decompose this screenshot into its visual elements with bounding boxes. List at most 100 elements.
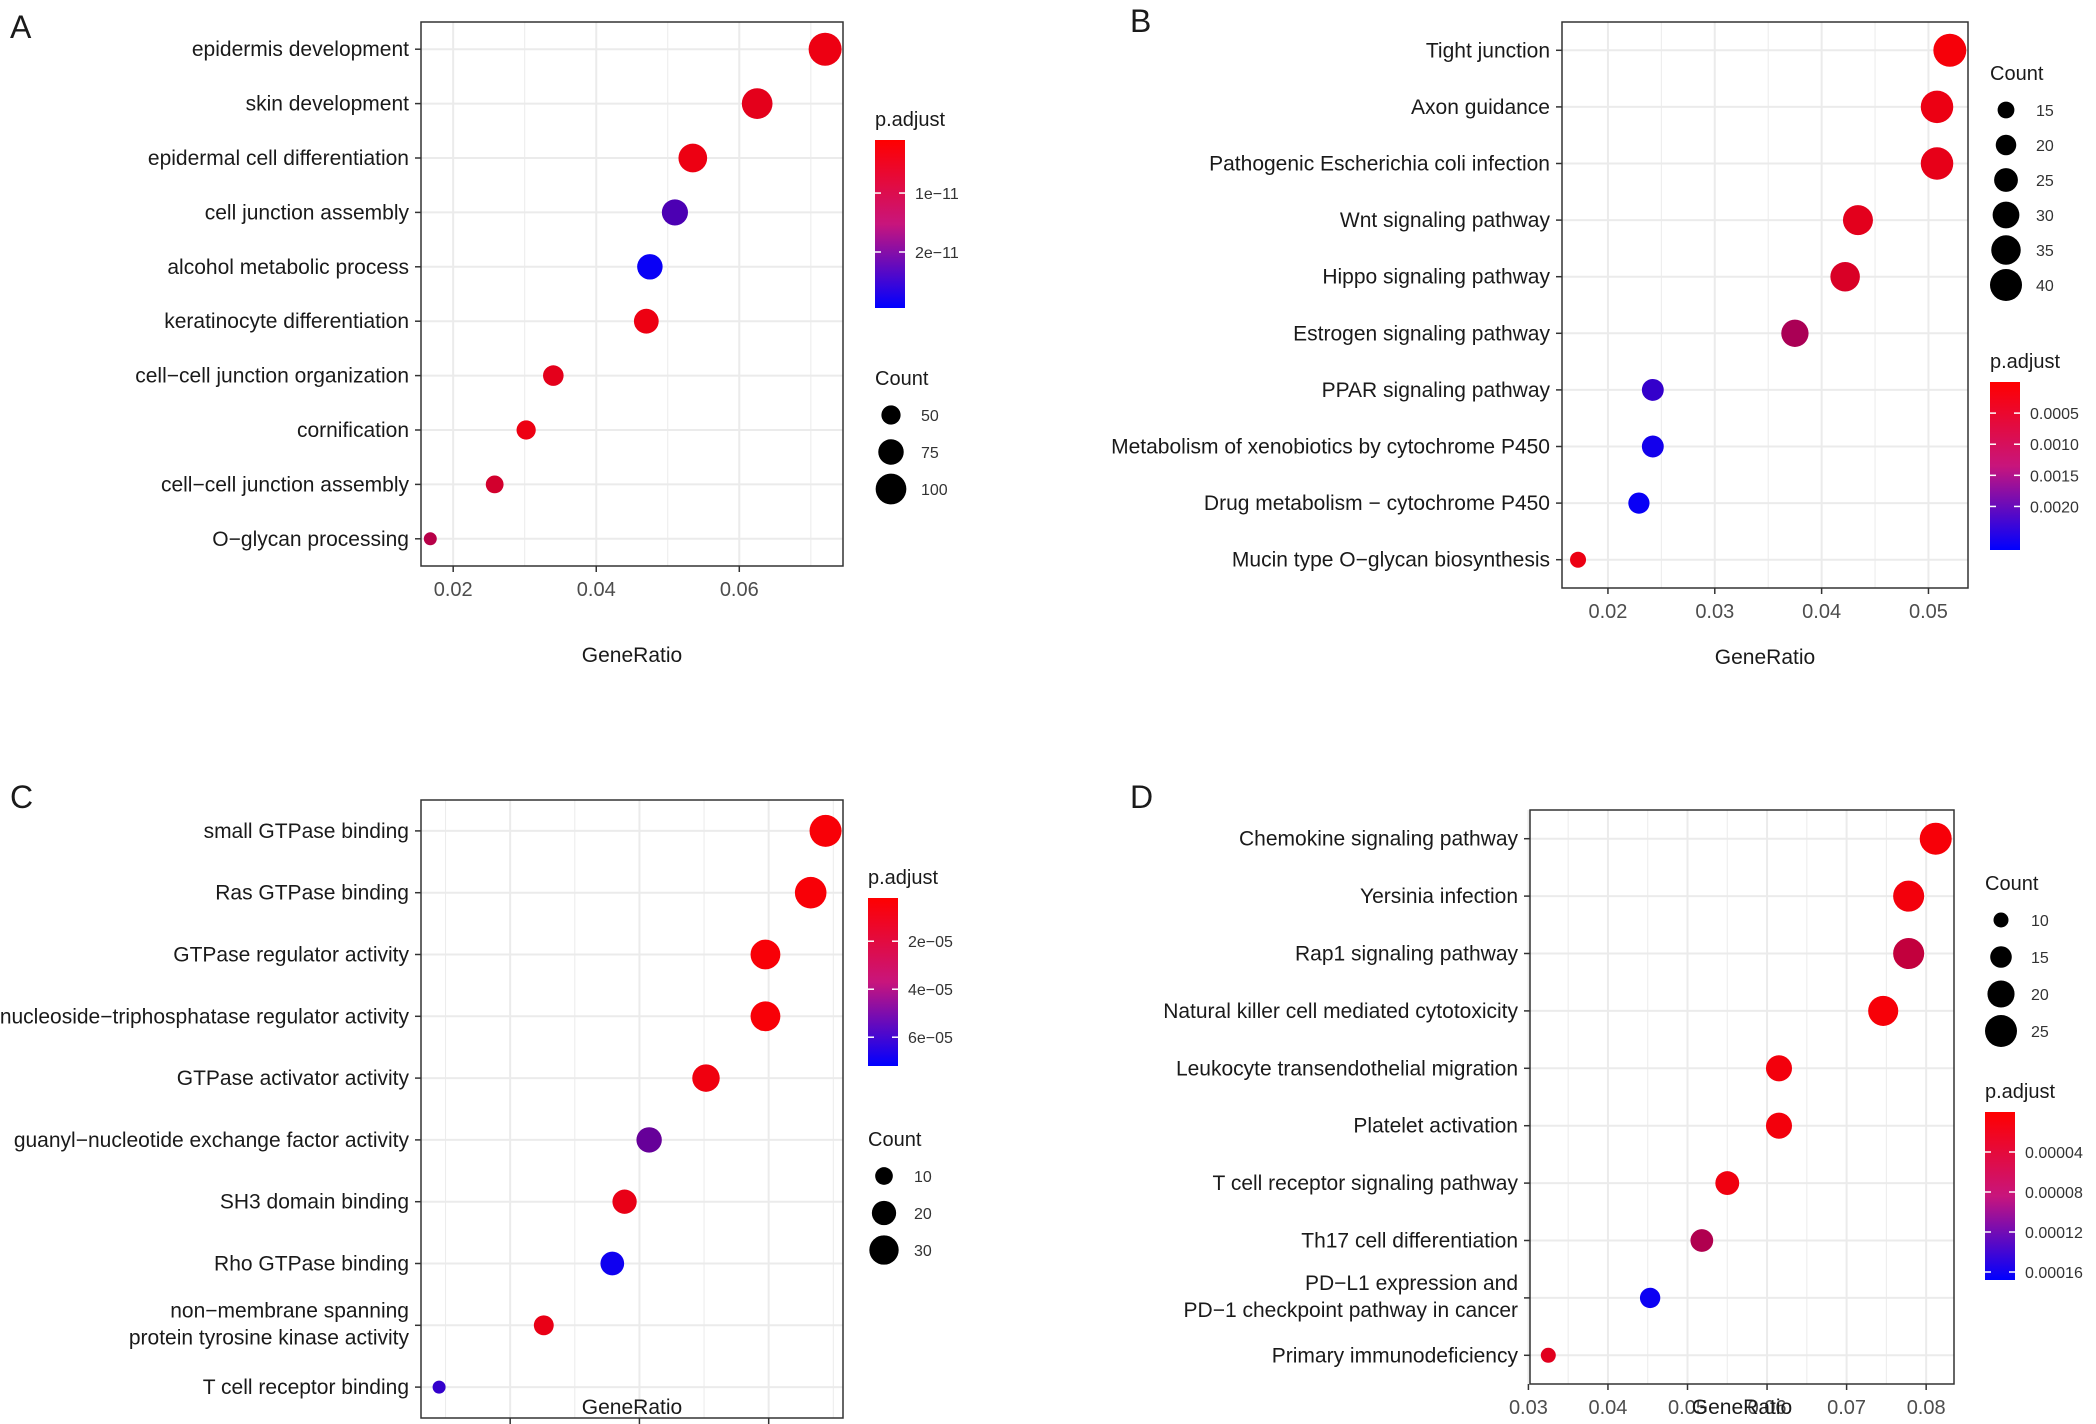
- y-tick-label: alcohol metabolic process: [167, 256, 409, 279]
- color-legend-title: p.adjust: [875, 109, 945, 131]
- color-legend-bar: [868, 898, 898, 1066]
- size-legend-key: [878, 439, 904, 465]
- y-tick-label: Yersinia infection: [1360, 885, 1518, 908]
- data-point: [1842, 205, 1873, 236]
- size-legend-label: 40: [2036, 278, 2054, 295]
- data-point: [612, 1189, 637, 1214]
- data-point: [794, 876, 827, 909]
- color-legend-title: p.adjust: [1985, 1081, 2055, 1103]
- y-tick-label: Chemokine signaling pathway: [1239, 828, 1518, 851]
- data-point: [1893, 880, 1925, 912]
- data-point: [1920, 147, 1954, 180]
- panel-label: D: [1130, 779, 1153, 815]
- size-legend-label: 20: [2031, 987, 2049, 1004]
- data-point: [485, 475, 504, 494]
- size-legend-label: 15: [2031, 950, 2049, 967]
- size-legend-label: 10: [2031, 913, 2049, 930]
- size-legend-label: 25: [2031, 1024, 2049, 1041]
- x-tick-label: 0.08: [1907, 1397, 1946, 1419]
- data-point: [808, 32, 842, 66]
- color-legend-tick-label: 2e−11: [915, 245, 959, 262]
- color-legend-tick-label: 2e−05: [908, 934, 953, 951]
- size-legend-title: Count: [868, 1129, 922, 1151]
- size-legend-key: [1990, 946, 2012, 968]
- y-tick-label: Natural killer cell mediated cytotoxicit…: [1163, 1000, 1518, 1023]
- y-tick-label: Hippo signaling pathway: [1322, 266, 1550, 289]
- y-tick-label: cell−cell junction assembly: [161, 473, 410, 496]
- y-tick-label: Ras GTPase binding: [215, 882, 409, 905]
- y-tick-label: Leukocyte transendothelial migration: [1176, 1057, 1518, 1080]
- color-legend-title: p.adjust: [868, 867, 938, 889]
- size-legend-label: 100: [921, 482, 948, 499]
- y-tick-label-line: protein tyrosine kinase activity: [129, 1326, 410, 1349]
- data-point: [1919, 822, 1952, 855]
- size-legend-label: 20: [914, 1206, 932, 1223]
- data-point: [1628, 492, 1650, 514]
- x-tick-label: 0.06: [1748, 1397, 1787, 1419]
- y-tick-label: epidermal cell differentiation: [148, 147, 409, 170]
- data-point: [1933, 33, 1967, 67]
- color-legend: p.adjust 0.00004 0.00008 0.00012 0.00016: [1985, 1081, 2083, 1282]
- color-legend-bar: [875, 140, 905, 308]
- y-tick-label: Metabolism of xenobiotics by cytochrome …: [1111, 436, 1550, 459]
- size-legend-key: [1995, 134, 2017, 156]
- data-point: [636, 1127, 662, 1153]
- data-point: [1893, 937, 1925, 970]
- y-tick-label: O−glycan processing: [212, 528, 409, 551]
- y-tick-label: PPAR signaling pathway: [1322, 379, 1551, 402]
- color-legend-tick-label: 4e−05: [908, 982, 953, 999]
- y-tick-label-line: PD−1 checkpoint pathway in cancer: [1184, 1299, 1518, 1322]
- x-tick-label: 0.07: [1827, 1397, 1866, 1419]
- size-legend: Count 50 75 100: [875, 368, 948, 505]
- y-tick-label: Estrogen signaling pathway: [1293, 322, 1550, 345]
- data-point: [750, 1001, 781, 1032]
- y-tick-label: PD−L1 expression and PD−1 checkpoint path…: [1184, 1272, 1518, 1322]
- data-point: [633, 308, 659, 334]
- panel-label: A: [10, 9, 32, 45]
- y-tick-label: GTPase activator activity: [177, 1067, 410, 1090]
- y-tick-label: non−membrane spanning protein tyrosine ki…: [129, 1299, 410, 1349]
- size-legend-title: Count: [1985, 873, 2039, 895]
- size-legend-label: 30: [2036, 208, 2054, 225]
- panel-border: [420, 799, 844, 1419]
- y-tick-label: Drug metabolism − cytochrome P450: [1204, 492, 1550, 515]
- color-legend-tick-label: 0.0005: [2030, 406, 2079, 423]
- size-legend-label: 10: [914, 1169, 932, 1186]
- panel-d: D Chemokine signaling pathway Yersinia inf…: [1130, 779, 2083, 1419]
- size-legend-label: 75: [921, 445, 939, 462]
- data-point: [750, 939, 781, 970]
- y-tick-label: Platelet activation: [1353, 1115, 1518, 1138]
- color-legend-tick-label: 0.0010: [2030, 437, 2079, 454]
- y-tick-label: Rap1 signaling pathway: [1295, 943, 1518, 966]
- size-legend-key: [875, 473, 907, 505]
- y-tick-label: Wnt signaling pathway: [1340, 209, 1551, 232]
- y-tick-label: cornification: [297, 419, 409, 442]
- x-tick-label: 0.04: [1588, 1397, 1627, 1419]
- size-legend-key: [1989, 268, 2023, 302]
- data-point: [692, 1064, 720, 1092]
- y-tick-label: Axon guidance: [1411, 96, 1550, 119]
- data-point: [432, 1380, 446, 1394]
- y-tick-label: keratinocyte differentiation: [164, 310, 409, 333]
- size-legend-key: [875, 1167, 893, 1185]
- size-legend-label: 35: [2036, 243, 2054, 260]
- color-legend-tick-label: 0.00008: [2025, 1185, 2083, 1202]
- data-point: [1715, 1171, 1740, 1196]
- size-legend-label: 25: [2036, 173, 2054, 190]
- data-point: [637, 254, 663, 280]
- size-legend-key: [1991, 235, 2021, 265]
- data-point: [661, 199, 688, 226]
- size-legend-key: [881, 405, 901, 425]
- y-tick-label: cell junction assembly: [205, 201, 410, 224]
- data-point: [809, 814, 842, 847]
- x-tick-label: 0.05: [1909, 601, 1948, 623]
- data-point: [1920, 90, 1954, 124]
- x-axis-title: GeneRatio: [582, 644, 682, 667]
- data-point: [1639, 1287, 1661, 1309]
- color-legend-bar: [1990, 382, 2020, 550]
- data-point: [1830, 261, 1860, 292]
- y-tick-label: Tight junction: [1426, 39, 1550, 62]
- color-legend-tick-label: 0.00004: [2025, 1145, 2083, 1162]
- data-point: [1690, 1229, 1714, 1252]
